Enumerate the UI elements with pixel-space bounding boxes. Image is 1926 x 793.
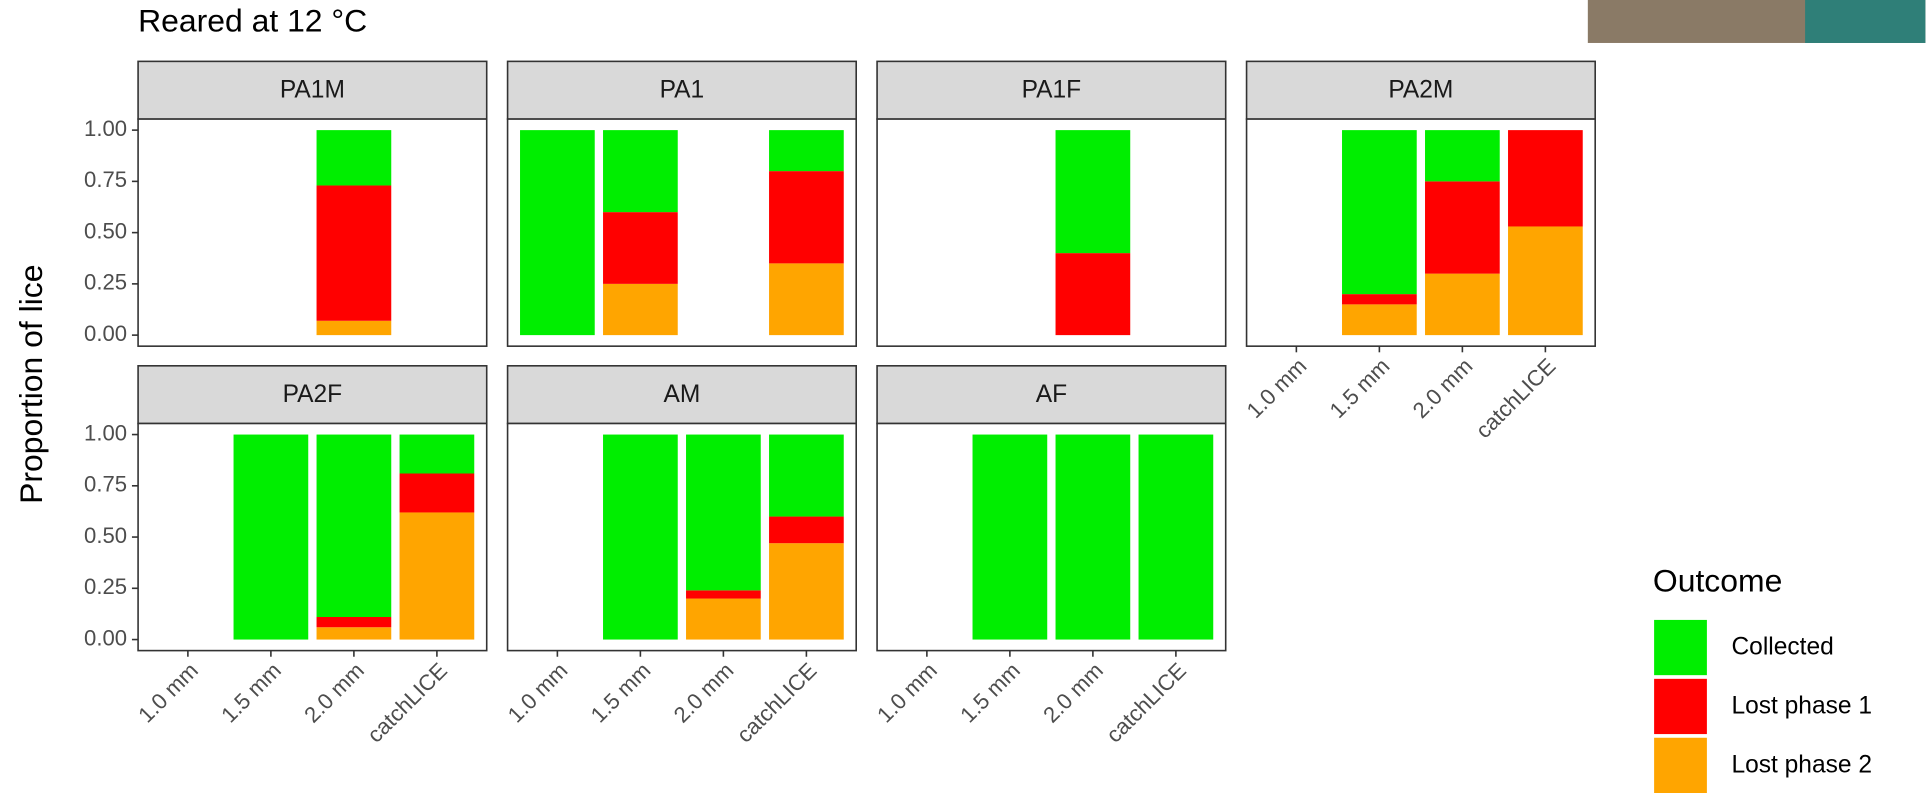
x-tick-label: 2.0 mm <box>299 658 369 728</box>
legend-title: Outcome <box>1653 563 1782 599</box>
y-tick-label: 0.25 <box>84 574 127 599</box>
strip <box>876 365 1227 425</box>
legend-key <box>1654 678 1707 735</box>
bar-segment <box>686 590 761 599</box>
legend-label: Lost phase 1 <box>1731 693 1872 720</box>
strip <box>1245 60 1596 120</box>
bar-segment <box>1055 434 1131 640</box>
panel-border <box>506 422 858 652</box>
strip-label: AF <box>1036 381 1067 408</box>
x-tick-label: catchLICE <box>362 658 452 748</box>
strip <box>506 60 858 120</box>
x-tick-label: catchLICE <box>1471 353 1561 443</box>
x-tick-label: 1.5 mm <box>586 658 656 728</box>
x-tick-label: 1.0 mm <box>133 658 203 728</box>
y-tick-label: 0.00 <box>84 625 127 650</box>
bar-segment <box>233 434 309 640</box>
bar-segment <box>769 543 844 640</box>
bar-segment <box>1342 294 1417 305</box>
strip <box>506 365 858 425</box>
bar-segment <box>1425 130 1500 182</box>
strip-label: PA1 <box>660 76 705 103</box>
photo-patch <box>1805 0 1926 43</box>
bar-segment <box>972 434 1048 640</box>
y-tick-label: 0.50 <box>84 523 127 548</box>
bar-segment <box>316 627 392 640</box>
strip <box>876 60 1227 120</box>
y-tick-label: 0.50 <box>84 218 127 243</box>
x-tick-label: 2.0 mm <box>1038 658 1108 728</box>
x-tick-label: 1.0 mm <box>1242 353 1312 423</box>
bar-segment <box>769 130 844 172</box>
bar-segment <box>769 263 844 336</box>
bar-segment <box>1055 130 1131 254</box>
panel-border <box>876 422 1227 652</box>
strip-label: PA1F <box>1022 76 1082 103</box>
bar-segment <box>603 130 678 213</box>
legend-label: Lost phase 2 <box>1731 751 1872 778</box>
panel-border <box>1245 118 1596 347</box>
bar-segment <box>1342 130 1417 295</box>
y-tick-label: 0.75 <box>84 472 127 497</box>
bar-segment <box>316 434 392 618</box>
strip-label: PA2F <box>283 381 343 408</box>
strip-label: PA1M <box>280 76 345 103</box>
y-tick-label: 0.00 <box>84 321 127 346</box>
bar-segment <box>399 473 475 513</box>
x-tick-label: 2.0 mm <box>669 658 739 728</box>
strip-label: AM <box>663 381 700 408</box>
panel <box>138 119 487 347</box>
bar-segment <box>1055 253 1131 336</box>
bar-segment <box>769 434 844 517</box>
bar-segment <box>769 171 844 264</box>
bar-segment <box>603 434 678 640</box>
x-tick-label: catchLICE <box>1101 658 1191 748</box>
y-tick-label: 1.00 <box>84 420 127 445</box>
bar-segment <box>1508 226 1583 336</box>
legend-key <box>1654 737 1707 793</box>
legend-label: Collected <box>1731 634 1833 661</box>
x-tick-label: 1.5 mm <box>216 658 286 728</box>
y-tick-label: 1.00 <box>84 116 127 141</box>
x-tick-label: catchLICE <box>732 658 822 748</box>
x-tick-label: 2.0 mm <box>1408 353 1478 423</box>
bar-segment <box>1342 304 1417 336</box>
bar-segment <box>769 516 844 544</box>
strip-label: PA2M <box>1388 76 1453 103</box>
bar-segment <box>399 512 475 640</box>
bar-segment <box>603 283 678 336</box>
bar-segment <box>603 212 678 284</box>
x-tick-label: 1.5 mm <box>955 658 1025 728</box>
x-tick-label: 1.0 mm <box>503 658 573 728</box>
x-tick-label: 1.5 mm <box>1325 353 1395 423</box>
bar-segment <box>399 434 475 474</box>
bar-segment <box>686 598 761 640</box>
panel <box>877 119 1226 347</box>
bar-segment <box>316 130 392 186</box>
legend-key <box>1654 619 1707 676</box>
y-tick-label: 0.25 <box>84 270 127 295</box>
chart-title: Reared at 12 °C <box>138 3 367 39</box>
bar-segment <box>316 617 392 628</box>
bar-segment <box>1425 273 1500 336</box>
bar-segment <box>1138 434 1214 640</box>
bar-segment <box>1508 130 1583 227</box>
bar-segment <box>1425 181 1500 274</box>
bar-segment <box>520 130 595 336</box>
y-axis-label: Proportion of lice <box>13 265 49 504</box>
y-tick-label: 0.75 <box>84 167 127 192</box>
bar-segment <box>686 434 761 591</box>
bar-segment <box>316 320 392 336</box>
panel-border <box>506 118 858 347</box>
strip <box>137 60 488 120</box>
x-tick-label: 1.0 mm <box>872 658 942 728</box>
panel-border <box>876 118 1227 347</box>
bar-segment <box>316 185 392 321</box>
